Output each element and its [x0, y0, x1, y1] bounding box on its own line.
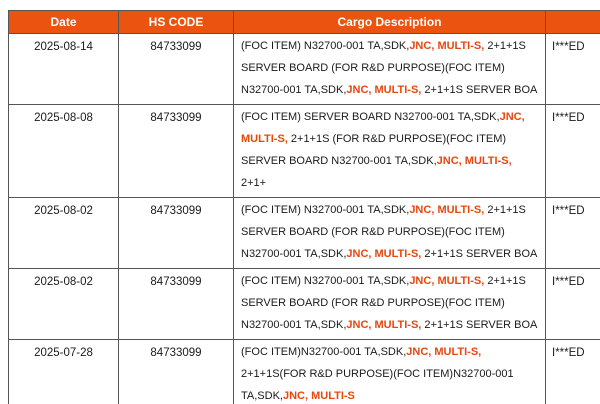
column-header-date: Date: [8, 10, 119, 34]
masked-status-cell: I***ED: [545, 197, 600, 269]
masked-status-cell: I***ED: [545, 33, 600, 105]
highlighted-keyword: MULTI-S,: [437, 275, 485, 287]
cargo-description-cell: (FOC ITEM) N32700-001 TA,SDK,JNC, MULTI-…: [233, 197, 546, 269]
highlighted-keyword: MULTI-S,: [437, 40, 485, 52]
highlighted-keyword: MULTI-S,: [241, 133, 288, 145]
cargo-description-cell: (FOC ITEM) SERVER BOARD N32700-001 TA,SD…: [233, 104, 546, 198]
highlighted-keyword: JNC,: [346, 84, 372, 96]
shipment-table-container: Date HS CODE Cargo Description 2025-08-14 8…: [8, 10, 600, 404]
column-header-hs-code: HS CODE: [118, 10, 234, 34]
description-text: (FOC ITEM) N32700-001 TA,SDK,: [241, 275, 410, 287]
description-text: (FOC ITEM) SERVER BOARD N32700-001 TA,SD…: [241, 111, 500, 123]
date-cell: 2025-08-02: [8, 268, 119, 340]
highlighted-keyword: JNC,: [499, 111, 525, 123]
highlighted-keyword: MULTI-S: [311, 390, 355, 402]
header-row: Date HS CODE Cargo Description: [8, 10, 600, 34]
table-body: 2025-08-14 84733099 (FOC ITEM) N32700-001 …: [8, 33, 600, 404]
description-text: 2+1+1S SERVER BOA: [421, 248, 538, 260]
cargo-description-cell: (FOC ITEM) N32700-001 TA,SDK,JNC, MULTI-…: [233, 33, 546, 105]
date-cell: 2025-08-08: [8, 104, 119, 198]
shipment-table: Date HS CODE Cargo Description 2025-08-14 8…: [8, 10, 600, 404]
hs-code-cell: 84733099: [118, 33, 234, 105]
highlighted-keyword: JNC,: [436, 155, 462, 167]
hs-code-cell: 84733099: [118, 197, 234, 269]
description-text: 2+1+1S SERVER BOARD (FOR R&D PURPOSE)(FO…: [241, 275, 526, 331]
cargo-description-cell: (FOC ITEM)N32700-001 TA,SDK,JNC, MULTI-S…: [233, 339, 546, 404]
description-text: (FOC ITEM) N32700-001 TA,SDK,: [241, 40, 410, 52]
table-row: 2025-08-02 84733099 (FOC ITEM) N32700-001 …: [8, 197, 600, 269]
description-text: 2+1+1S SERVER BOARD (FOR R&D PURPOSE)(FO…: [241, 204, 526, 260]
highlighted-keyword: JNC,: [409, 204, 435, 216]
highlighted-keyword: JNC,: [346, 319, 372, 331]
highlighted-keyword: MULTI-S,: [374, 248, 422, 260]
masked-status-cell: I***ED: [545, 339, 600, 404]
highlighted-keyword: JNC,: [409, 275, 435, 287]
highlighted-keyword: MULTI-S,: [434, 346, 482, 358]
description-text: (FOC ITEM)N32700-001 TA,SDK,: [241, 346, 407, 358]
description-text: 2+1+1S (FOR R&D PURPOSE)(FOC ITEM) SERVE…: [241, 133, 507, 167]
masked-status-cell: I***ED: [545, 268, 600, 340]
description-text: 2+1+: [241, 177, 267, 189]
highlighted-keyword: JNC,: [346, 248, 372, 260]
masked-status-cell: I***ED: [545, 104, 600, 198]
column-header-cargo-description: Cargo Description: [233, 10, 546, 34]
column-header-extra: [545, 10, 600, 34]
date-cell: 2025-08-02: [8, 197, 119, 269]
table-row: 2025-07-28 84733099 (FOC ITEM)N32700-001 T…: [8, 339, 600, 404]
highlighted-keyword: MULTI-S,: [464, 155, 512, 167]
description-text: (FOC ITEM) N32700-001 TA,SDK,: [241, 204, 410, 216]
hs-code-cell: 84733099: [118, 104, 234, 198]
table-row: 2025-08-08 84733099 (FOC ITEM) SERVER BOAR…: [8, 104, 600, 198]
highlighted-keyword: MULTI-S,: [437, 204, 485, 216]
highlighted-keyword: MULTI-S,: [374, 319, 422, 331]
table-row: 2025-08-14 84733099 (FOC ITEM) N32700-001 …: [8, 33, 600, 105]
table-row: 2025-08-02 84733099 (FOC ITEM) N32700-001 …: [8, 268, 600, 340]
description-text: 2+1+1S SERVER BOARD (FOR R&D PURPOSE)(FO…: [241, 40, 526, 96]
hs-code-cell: 84733099: [118, 339, 234, 404]
highlighted-keyword: JNC,: [406, 346, 432, 358]
description-text: 2+1+1S SERVER BOA: [421, 319, 538, 331]
hs-code-cell: 84733099: [118, 268, 234, 340]
highlighted-keyword: JNC,: [409, 40, 435, 52]
description-text: 2+1+1S SERVER BOA: [421, 84, 538, 96]
date-cell: 2025-08-14: [8, 33, 119, 105]
highlighted-keyword: MULTI-S,: [374, 84, 422, 96]
highlighted-keyword: JNC,: [282, 390, 309, 402]
cargo-description-cell: (FOC ITEM) N32700-001 TA,SDK,JNC, MULTI-…: [233, 268, 546, 340]
date-cell: 2025-07-28: [8, 339, 119, 404]
description-text: 2+1+1S(FOR R&D PURPOSE)(FOC ITEM)N32700-…: [241, 368, 514, 402]
